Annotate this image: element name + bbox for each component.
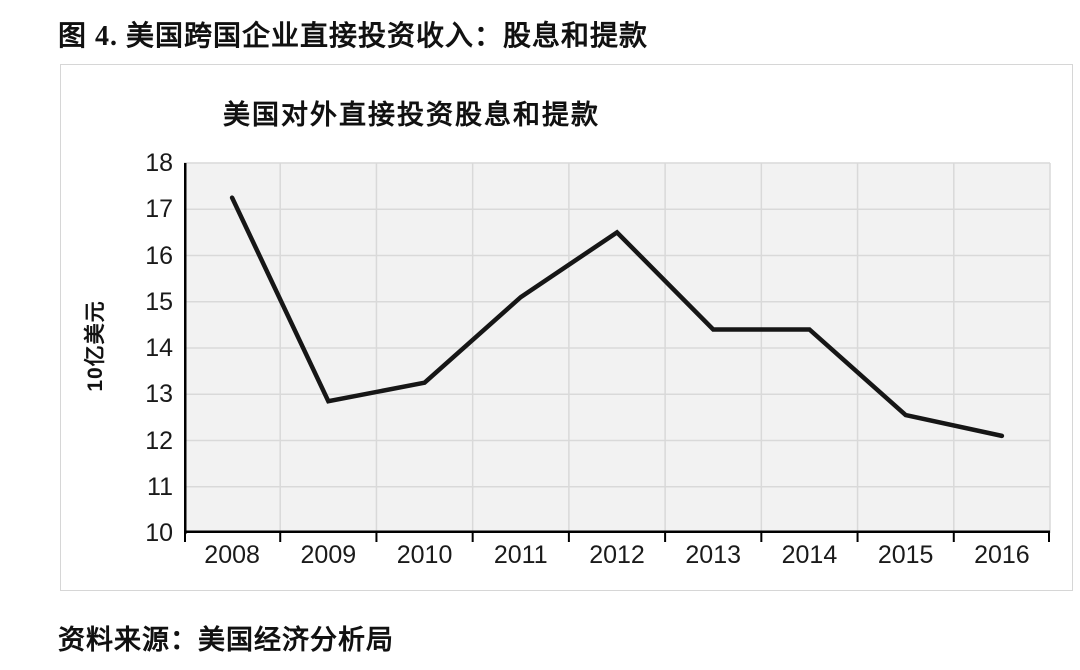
x-tick-label: 2016 <box>974 541 1030 569</box>
x-tick-label: 2010 <box>396 541 453 569</box>
line-plot <box>184 162 1051 542</box>
x-tick-label: 2014 <box>781 541 838 569</box>
chart-title: 美国对外直接投资股息和提款 <box>223 100 600 130</box>
y-tick-label: 17 <box>145 195 173 224</box>
y-tick-label: 14 <box>145 334 173 362</box>
x-tick-label: 2011 <box>493 541 548 569</box>
y-tick-label: 11 <box>147 472 173 501</box>
data-line <box>229 195 1005 439</box>
x-tick-label: 2009 <box>300 541 357 569</box>
y-tick-label: 13 <box>145 380 173 409</box>
figure-caption: 图 4. 美国跨国企业直接投资收入：股息和提款 <box>58 21 649 52</box>
x-axis-tick-labels: 2008 2009 2010 2011 2012 2013 2014 2015 2016 <box>184 538 1050 578</box>
y-axis-tick-labels: 18 17 16 15 14 13 12 11 10 <box>61 65 173 592</box>
y-tick-label: 12 <box>145 426 173 455</box>
x-tick-label: 2008 <box>204 541 260 569</box>
y-tick-label: 10 <box>145 519 173 547</box>
y-tick-label: 18 <box>145 149 173 177</box>
y-tick-label: 15 <box>145 287 173 316</box>
x-tick-label: 2015 <box>877 541 934 569</box>
y-tick-label: 16 <box>145 241 173 270</box>
x-tick-label: 2012 <box>589 541 645 569</box>
x-tick-label: 2013 <box>685 541 742 569</box>
source-note: 资料来源：美国经济分析局 <box>58 625 394 655</box>
chart-frame: 美国对外直接投资股息和提款 10亿美元 18 17 16 15 14 13 12 11 10 2… <box>60 64 1073 591</box>
